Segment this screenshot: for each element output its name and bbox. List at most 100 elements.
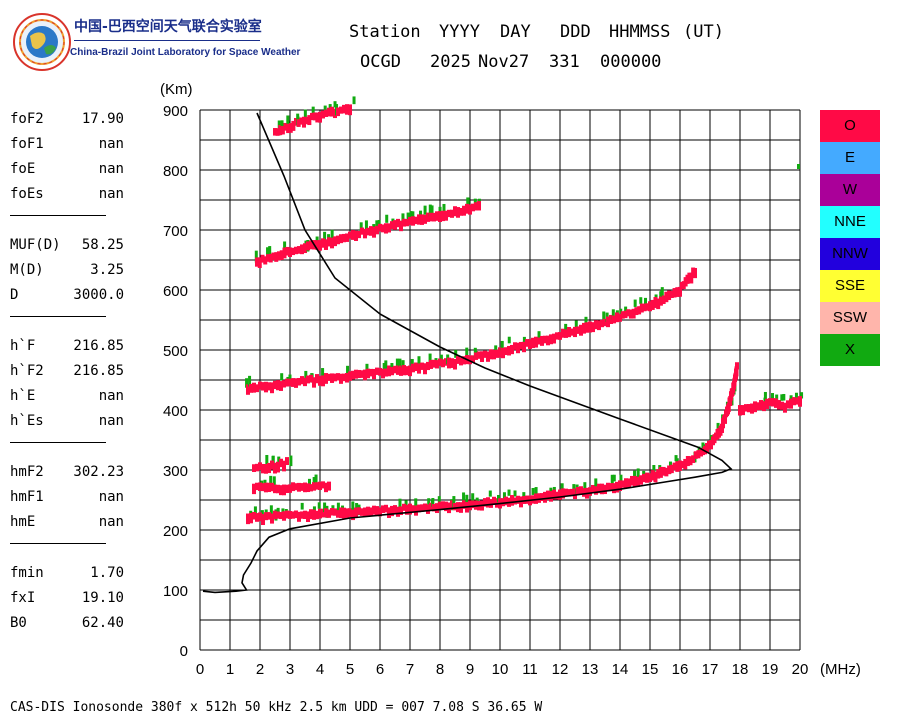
x-mode-echo: [303, 109, 307, 121]
x-mode-echo: [652, 465, 656, 475]
o-mode-echo: [378, 367, 382, 376]
o-mode-echo: [623, 310, 628, 319]
o-mode-echo: [633, 475, 637, 487]
param-name: h`Es: [10, 413, 44, 429]
o-mode-echo: [648, 301, 652, 312]
o-mode-echo: [309, 509, 313, 520]
x-mode-echo: [401, 360, 405, 368]
o-mode-echo: [648, 473, 652, 482]
o-mode-echo: [279, 458, 283, 468]
o-mode-echo: [414, 216, 418, 225]
o-mode-echo: [672, 288, 677, 298]
o-mode-echo: [780, 401, 784, 410]
x-tick-label: 9: [466, 661, 474, 678]
o-mode-echo: [306, 511, 310, 523]
o-mode-echo: [271, 252, 276, 261]
o-mode-echo: [741, 405, 745, 416]
o-mode-echo: [726, 402, 731, 413]
o-mode-echo: [261, 382, 265, 391]
o-mode-echo: [483, 350, 487, 358]
o-mode-echo: [759, 400, 763, 411]
o-mode-echo: [264, 381, 268, 393]
o-mode-echo: [396, 365, 400, 375]
x-mode-echo: [602, 311, 606, 320]
o-mode-echo: [626, 309, 631, 317]
o-mode-echo: [330, 106, 334, 117]
o-mode-echo: [579, 486, 583, 495]
o-mode-echo: [354, 507, 358, 518]
o-mode-echo: [348, 104, 352, 116]
o-mode-echo: [669, 464, 674, 474]
o-mode-echo: [558, 489, 562, 500]
y-tick-label: 400: [163, 403, 188, 420]
o-mode-echo: [435, 211, 439, 221]
o-mode-echo: [420, 504, 424, 512]
o-mode-echo: [678, 286, 682, 297]
x-mode-echo: [537, 331, 541, 341]
o-mode-echo: [282, 460, 286, 472]
o-mode-echo: [693, 451, 698, 459]
o-mode-echo: [612, 483, 616, 494]
o-mode-echo: [576, 326, 580, 334]
o-mode-echo: [558, 332, 562, 340]
x-mode-echo: [644, 297, 648, 307]
param-name: fmin: [10, 565, 44, 581]
param-name: foEs: [10, 186, 44, 202]
o-mode-echo: [495, 349, 499, 358]
o-mode-echo: [573, 326, 577, 338]
x-mode-echo: [311, 106, 315, 115]
param-name: h`F2: [10, 363, 44, 379]
o-mode-echo: [552, 489, 556, 500]
o-mode-echo: [789, 398, 793, 409]
o-mode-echo: [300, 376, 304, 385]
x-tick-label: 15: [642, 661, 659, 678]
o-mode-echo: [516, 495, 520, 504]
x-tick-label: 1: [226, 661, 234, 678]
o-mode-echo: [540, 493, 544, 502]
o-mode-echo: [321, 110, 325, 119]
x-mode-echo: [427, 498, 431, 508]
o-mode-echo: [728, 395, 733, 406]
x-mode-echo: [401, 213, 405, 222]
o-mode-echo: [606, 316, 610, 328]
o-mode-echo: [774, 398, 778, 408]
x-mode-echo: [507, 489, 511, 496]
o-mode-echo: [276, 511, 280, 519]
o-mode-echo: [456, 356, 460, 364]
x-mode-echo: [797, 164, 800, 169]
o-mode-echo: [459, 207, 463, 216]
o-mode-echo: [263, 256, 268, 265]
o-mode-echo: [720, 423, 724, 433]
o-mode-echo: [294, 118, 298, 126]
lab-logo: [13, 13, 71, 71]
o-mode-echo: [438, 501, 442, 511]
o-mode-echo: [294, 246, 298, 255]
legend-item-w: W: [820, 174, 880, 206]
o-mode-echo: [273, 462, 277, 474]
o-mode-echo: [291, 378, 295, 387]
o-mode-echo: [650, 470, 655, 481]
o-mode-echo: [324, 508, 328, 518]
o-mode-echo: [384, 223, 388, 234]
o-mode-echo: [296, 119, 301, 127]
legend-item-o: O: [820, 110, 880, 142]
x-tick-label: 17: [702, 661, 719, 678]
o-mode-echo: [423, 363, 427, 375]
x-mode-echo: [452, 496, 456, 508]
o-mode-echo: [252, 382, 256, 393]
o-mode-echo: [324, 373, 328, 384]
o-mode-echo: [426, 212, 430, 222]
o-mode-echo: [273, 510, 277, 520]
x-mode-echo: [410, 358, 414, 367]
param-row: h`E nan: [10, 387, 140, 412]
o-mode-echo: [333, 108, 337, 119]
header-value-year: 2025: [430, 52, 471, 72]
x-mode-echo: [300, 502, 304, 510]
o-mode-echo: [414, 505, 418, 516]
o-mode-echo: [324, 109, 328, 117]
o-mode-echo: [324, 482, 328, 493]
o-mode-echo: [327, 373, 331, 381]
o-mode-echo: [525, 495, 529, 504]
o-mode-echo: [411, 363, 415, 373]
o-mode-echo: [606, 482, 610, 491]
